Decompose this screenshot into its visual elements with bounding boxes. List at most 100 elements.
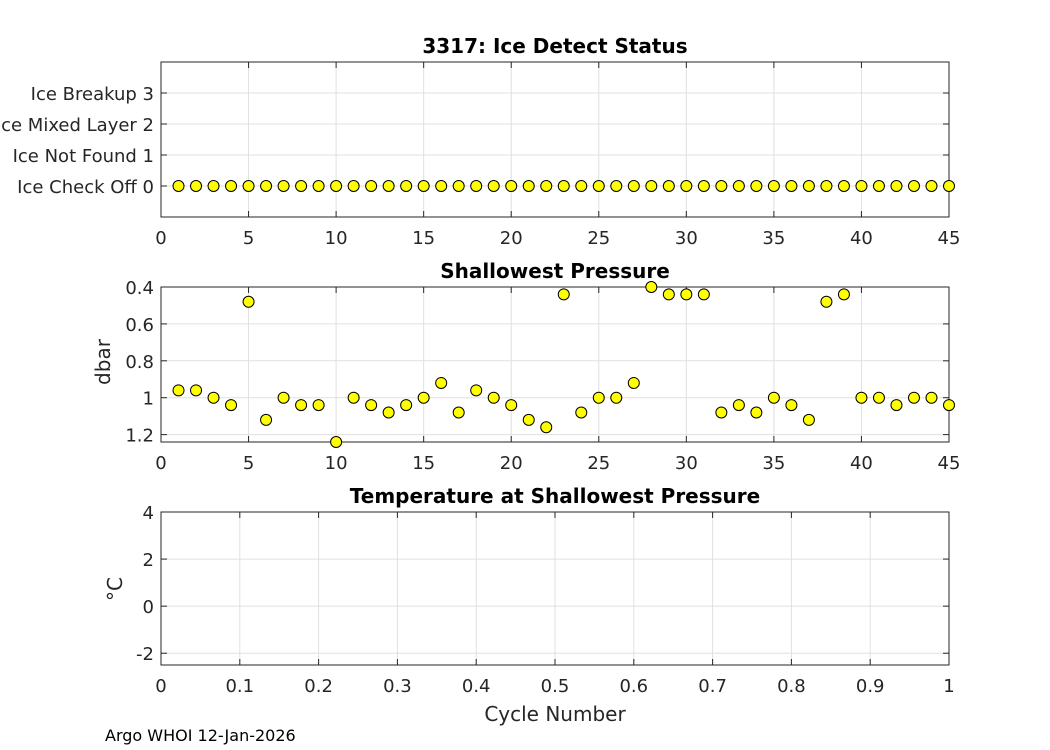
data-point xyxy=(277,180,290,192)
panel-title: Temperature at Shallowest Pressure xyxy=(350,484,760,508)
data-point xyxy=(242,180,255,192)
data-point xyxy=(627,376,640,389)
x-tick-label: 0.9 xyxy=(856,676,885,697)
x-tick-label: 30 xyxy=(675,228,698,249)
panel-title: Shallowest Pressure xyxy=(440,259,670,283)
data-point xyxy=(715,406,728,419)
data-point xyxy=(943,399,955,412)
x-tick-label: 0.3 xyxy=(383,676,412,697)
data-point xyxy=(207,180,220,192)
y-tick-label: 4 xyxy=(143,503,154,524)
data-point xyxy=(785,180,798,192)
x-axis-label: Cycle Number xyxy=(484,702,626,726)
x-tick-label: 15 xyxy=(412,453,435,474)
data-point xyxy=(260,413,273,426)
data-point xyxy=(435,376,448,389)
y-tick-label: Ice Check Off 0 xyxy=(17,177,154,198)
y-axis-label: °C xyxy=(103,577,127,601)
x-tick-label: 0 xyxy=(155,453,166,474)
data-point xyxy=(750,406,763,419)
data-point xyxy=(680,180,693,192)
data-point xyxy=(172,180,185,192)
plot-area xyxy=(161,287,949,442)
data-point xyxy=(610,391,623,404)
data-point xyxy=(295,399,308,412)
data-point xyxy=(382,406,395,419)
data-point xyxy=(207,391,220,404)
axes-box xyxy=(160,286,950,443)
data-point xyxy=(872,391,885,404)
panel-title: 3317: Ice Detect Status xyxy=(422,34,687,58)
data-point xyxy=(312,180,325,192)
data-point xyxy=(943,180,955,192)
data-point xyxy=(382,180,395,192)
data-point xyxy=(452,406,465,419)
data-point xyxy=(855,180,868,192)
data-point xyxy=(575,406,588,419)
data-point xyxy=(732,180,745,192)
data-point xyxy=(522,413,535,426)
data-point xyxy=(330,180,343,192)
x-tick-label: 0 xyxy=(155,676,166,697)
data-point xyxy=(172,384,185,397)
data-point xyxy=(505,399,518,412)
data-point xyxy=(400,180,413,192)
data-point xyxy=(557,288,570,301)
ice-detect-status-panel: 0 5 10 15 20 25 30 35 40 45 Ice Check Off 0 Ice Not… xyxy=(0,34,960,249)
x-tick-label: 10 xyxy=(325,228,348,249)
x-tick-label: 0.5 xyxy=(541,676,570,697)
x-tick-label: 0.8 xyxy=(777,676,806,697)
x-tick-label: 5 xyxy=(243,228,254,249)
data-point xyxy=(785,399,798,412)
data-point xyxy=(820,295,833,308)
data-point xyxy=(365,180,378,192)
x-tick-label: 0.6 xyxy=(619,676,648,697)
x-tick-label: 30 xyxy=(675,453,698,474)
x-tick-label: 25 xyxy=(587,453,610,474)
data-point xyxy=(645,281,658,293)
data-point xyxy=(592,391,605,404)
x-tick-label: 5 xyxy=(243,453,254,474)
data-point xyxy=(575,180,588,192)
y-tick-label: -2 xyxy=(136,644,154,665)
x-tick-label: 35 xyxy=(762,453,785,474)
x-tick-label: 15 xyxy=(412,228,435,249)
data-point xyxy=(330,436,343,448)
x-tick-label: 45 xyxy=(938,228,961,249)
data-point xyxy=(347,180,360,192)
data-point xyxy=(190,384,203,397)
data-point xyxy=(540,180,553,192)
data-point xyxy=(400,399,413,412)
shallowest-pressure-panel: 0 5 10 15 20 25 30 35 40 45 0.4 0.6 0.8 1 1.2 Shallowes… xyxy=(91,259,960,474)
y-tick-label: Ice Not Found 1 xyxy=(13,146,154,167)
x-tick-label: 0.1 xyxy=(225,676,254,697)
x-tick-label: 40 xyxy=(850,228,873,249)
data-point xyxy=(697,288,710,301)
data-point xyxy=(242,295,255,308)
x-tick-label: 20 xyxy=(500,453,523,474)
data-point xyxy=(715,180,728,192)
data-point xyxy=(225,399,238,412)
y-tick-label: 0 xyxy=(143,597,154,618)
data-point xyxy=(312,399,325,412)
data-point xyxy=(890,180,903,192)
data-point xyxy=(295,180,308,192)
data-point xyxy=(837,180,850,192)
data-point xyxy=(802,180,815,192)
footer-credit: Argo WHOI 12-Jan-2026 xyxy=(105,726,296,745)
y-tick-label: 0.8 xyxy=(125,352,154,373)
data-point xyxy=(802,413,815,426)
data-point xyxy=(435,180,448,192)
data-point xyxy=(627,180,640,192)
data-point xyxy=(522,180,535,192)
data-point xyxy=(540,421,553,434)
y-tick-label: 0.4 xyxy=(125,278,154,299)
data-point xyxy=(277,391,290,404)
data-point xyxy=(872,180,885,192)
data-point xyxy=(470,180,483,192)
y-tick-label: Ice Mixed Layer 2 xyxy=(0,115,154,136)
data-point xyxy=(645,180,658,192)
x-tick-label: 45 xyxy=(938,453,961,474)
data-point xyxy=(592,180,605,192)
